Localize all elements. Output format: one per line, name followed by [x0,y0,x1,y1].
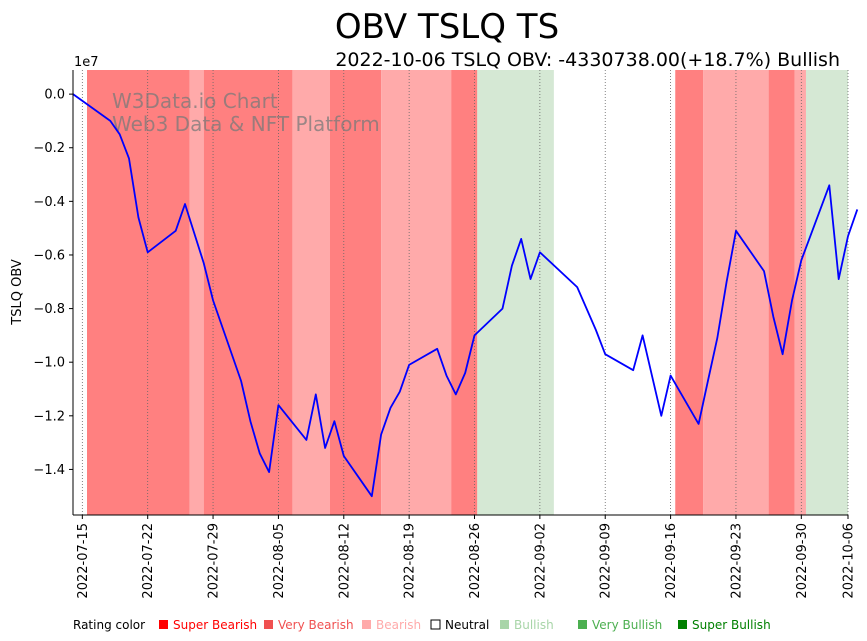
watermark: W3Data.io Chart Web3 Data & NFT Platform [112,89,380,136]
legend-item-label: Bearish [376,618,421,632]
legend-item-label: Neutral [445,618,489,632]
legend-swatch [500,620,509,629]
y-multiplier-label: 1e7 [74,55,99,70]
x-tick-label: 2022-07-22 [141,523,156,599]
watermark-line-2: Web3 Data & NFT Platform [112,112,380,136]
rating-bands [87,70,848,515]
legend-swatch [430,619,441,630]
x-tick-label: 2022-08-19 [403,523,418,599]
legend-item-label: Super Bullish [692,618,771,632]
x-tick-label: 2022-09-16 [664,523,679,599]
rating-band-2 [203,70,293,515]
x-tick-label: 2022-08-12 [337,523,352,599]
legend-swatch [362,620,371,629]
obv-line [72,93,859,498]
rating-band-8 [675,70,704,515]
legend-swatch [678,620,687,629]
x-axis-ticks: 2022-07-15 2022-07-22 2022-07-29 2022-08-05… [76,515,857,599]
chart-title: OBV TSLQ TS [335,7,559,47]
legend-item-label: Super Bearish [173,618,257,632]
rating-band-10 [768,70,795,515]
y-tick-label: −0.4 [33,195,65,210]
axes-frame [72,70,848,516]
x-tick-label: 2022-07-15 [76,523,91,599]
legend-swatch [578,620,587,629]
rating-band-4 [329,70,382,515]
x-tick-label: 2022-09-23 [729,523,744,599]
x-tick-label: 2022-10-06 [842,523,857,599]
legend-item-label: Very Bullish [592,618,662,632]
rating-legend: Rating color Super Bearish Very Bearish Be… [73,618,771,632]
y-tick-label: 0.0 [44,88,65,103]
y-tick-label: −1.2 [33,409,65,424]
legend-item-label: Bullish [514,618,554,632]
x-tick-label: 2022-08-05 [272,523,287,599]
y-axis-ticks: 0.0 −0.2 −0.4 −0.6 −0.8 −1.0 −1.2 −1.4 [33,88,73,478]
rating-band-6 [451,70,478,515]
x-tick-label: 2022-07-29 [207,523,222,599]
y-tick-label: −0.8 [33,302,65,317]
x-tick-label: 2022-09-09 [599,523,614,599]
legend-swatch [264,620,273,629]
rating-band-3 [292,70,330,515]
x-tick-label: 2022-09-02 [533,523,548,599]
legend-title: Rating color [73,618,145,632]
rating-band-7 [477,70,554,515]
x-tick-label: 2022-09-30 [795,523,810,599]
y-tick-label: −0.6 [33,248,65,263]
rating-band-5 [381,70,452,515]
y-tick-label: −1.0 [33,356,65,371]
y-tick-label: −0.2 [33,141,65,156]
legend-swatch [159,620,168,629]
watermark-line-1: W3Data.io Chart [112,89,278,113]
obv-series [72,93,859,498]
rating-band-1 [189,70,204,515]
rating-band-12 [805,70,848,515]
x-tick-label: 2022-08-26 [468,523,483,599]
chart-subtitle: 2022-10-06 TSLQ OBV: -4330738.00(+18.7%)… [335,49,840,71]
rating-band-0 [87,70,190,515]
vertical-gridlines [81,70,849,515]
y-tick-label: −1.4 [33,463,65,478]
legend-item-label: Very Bearish [278,618,354,632]
rating-band-11 [794,70,806,515]
y-axis-label: TSLQ OBV [10,259,25,326]
